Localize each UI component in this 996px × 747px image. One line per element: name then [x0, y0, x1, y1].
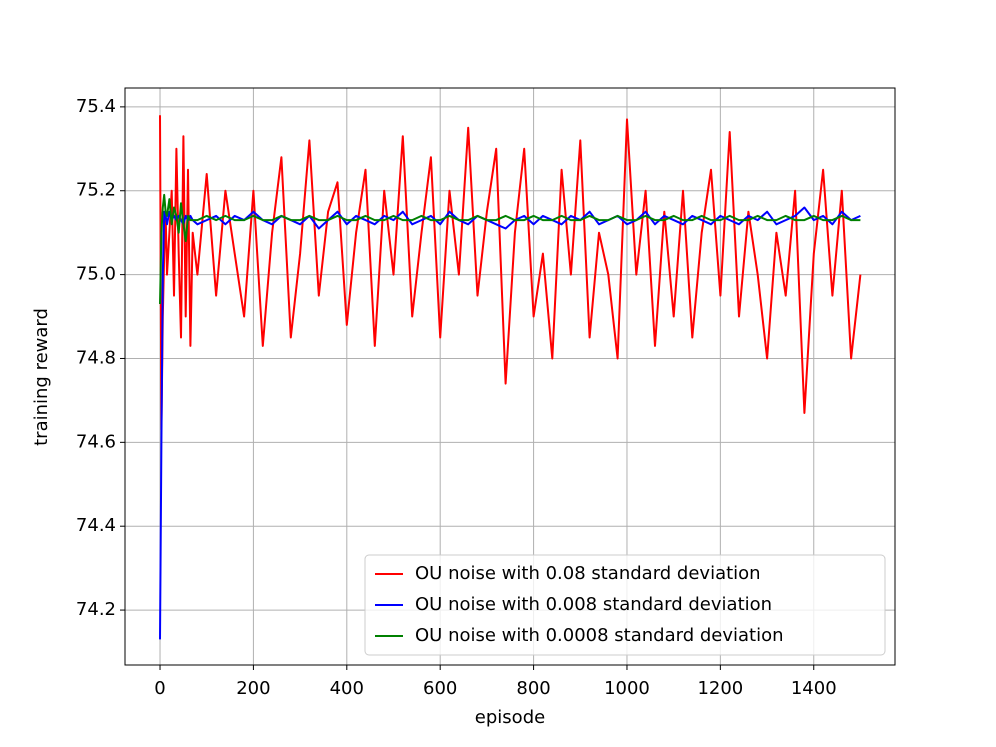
y-axis-label: training reward [31, 308, 52, 446]
legend-box [364, 554, 886, 656]
legend-label: OU noise with 0.08 standard deviation [415, 563, 761, 584]
y-tick-label: 75.0 [76, 264, 116, 285]
data-line [159, 115, 862, 431]
x-tick-label: 1200 [697, 678, 743, 699]
y-tick-label: 75.2 [76, 180, 116, 201]
legend-label: OU noise with 0.008 standard deviation [415, 594, 772, 615]
y-tick-label: 75.4 [76, 96, 116, 117]
x-tick-label: 200 [236, 678, 270, 699]
y-tick-label: 74.6 [76, 431, 116, 452]
x-tick-label: 0 [154, 678, 165, 699]
x-tick-label: 1000 [604, 678, 650, 699]
x-axis-label: episode [475, 707, 545, 728]
y-tick-label: 74.2 [76, 599, 116, 620]
y-tick-label: 74.8 [76, 347, 116, 368]
data-line [159, 193, 861, 305]
y-tick-label: 74.4 [76, 515, 116, 536]
x-tick-label: 600 [423, 678, 457, 699]
x-tick-label: 1400 [791, 678, 837, 699]
plot-frame [124, 87, 896, 666]
legend-label: OU noise with 0.0008 standard deviation [415, 625, 784, 646]
x-tick-label: 400 [330, 678, 364, 699]
x-tick-label: 800 [516, 678, 550, 699]
